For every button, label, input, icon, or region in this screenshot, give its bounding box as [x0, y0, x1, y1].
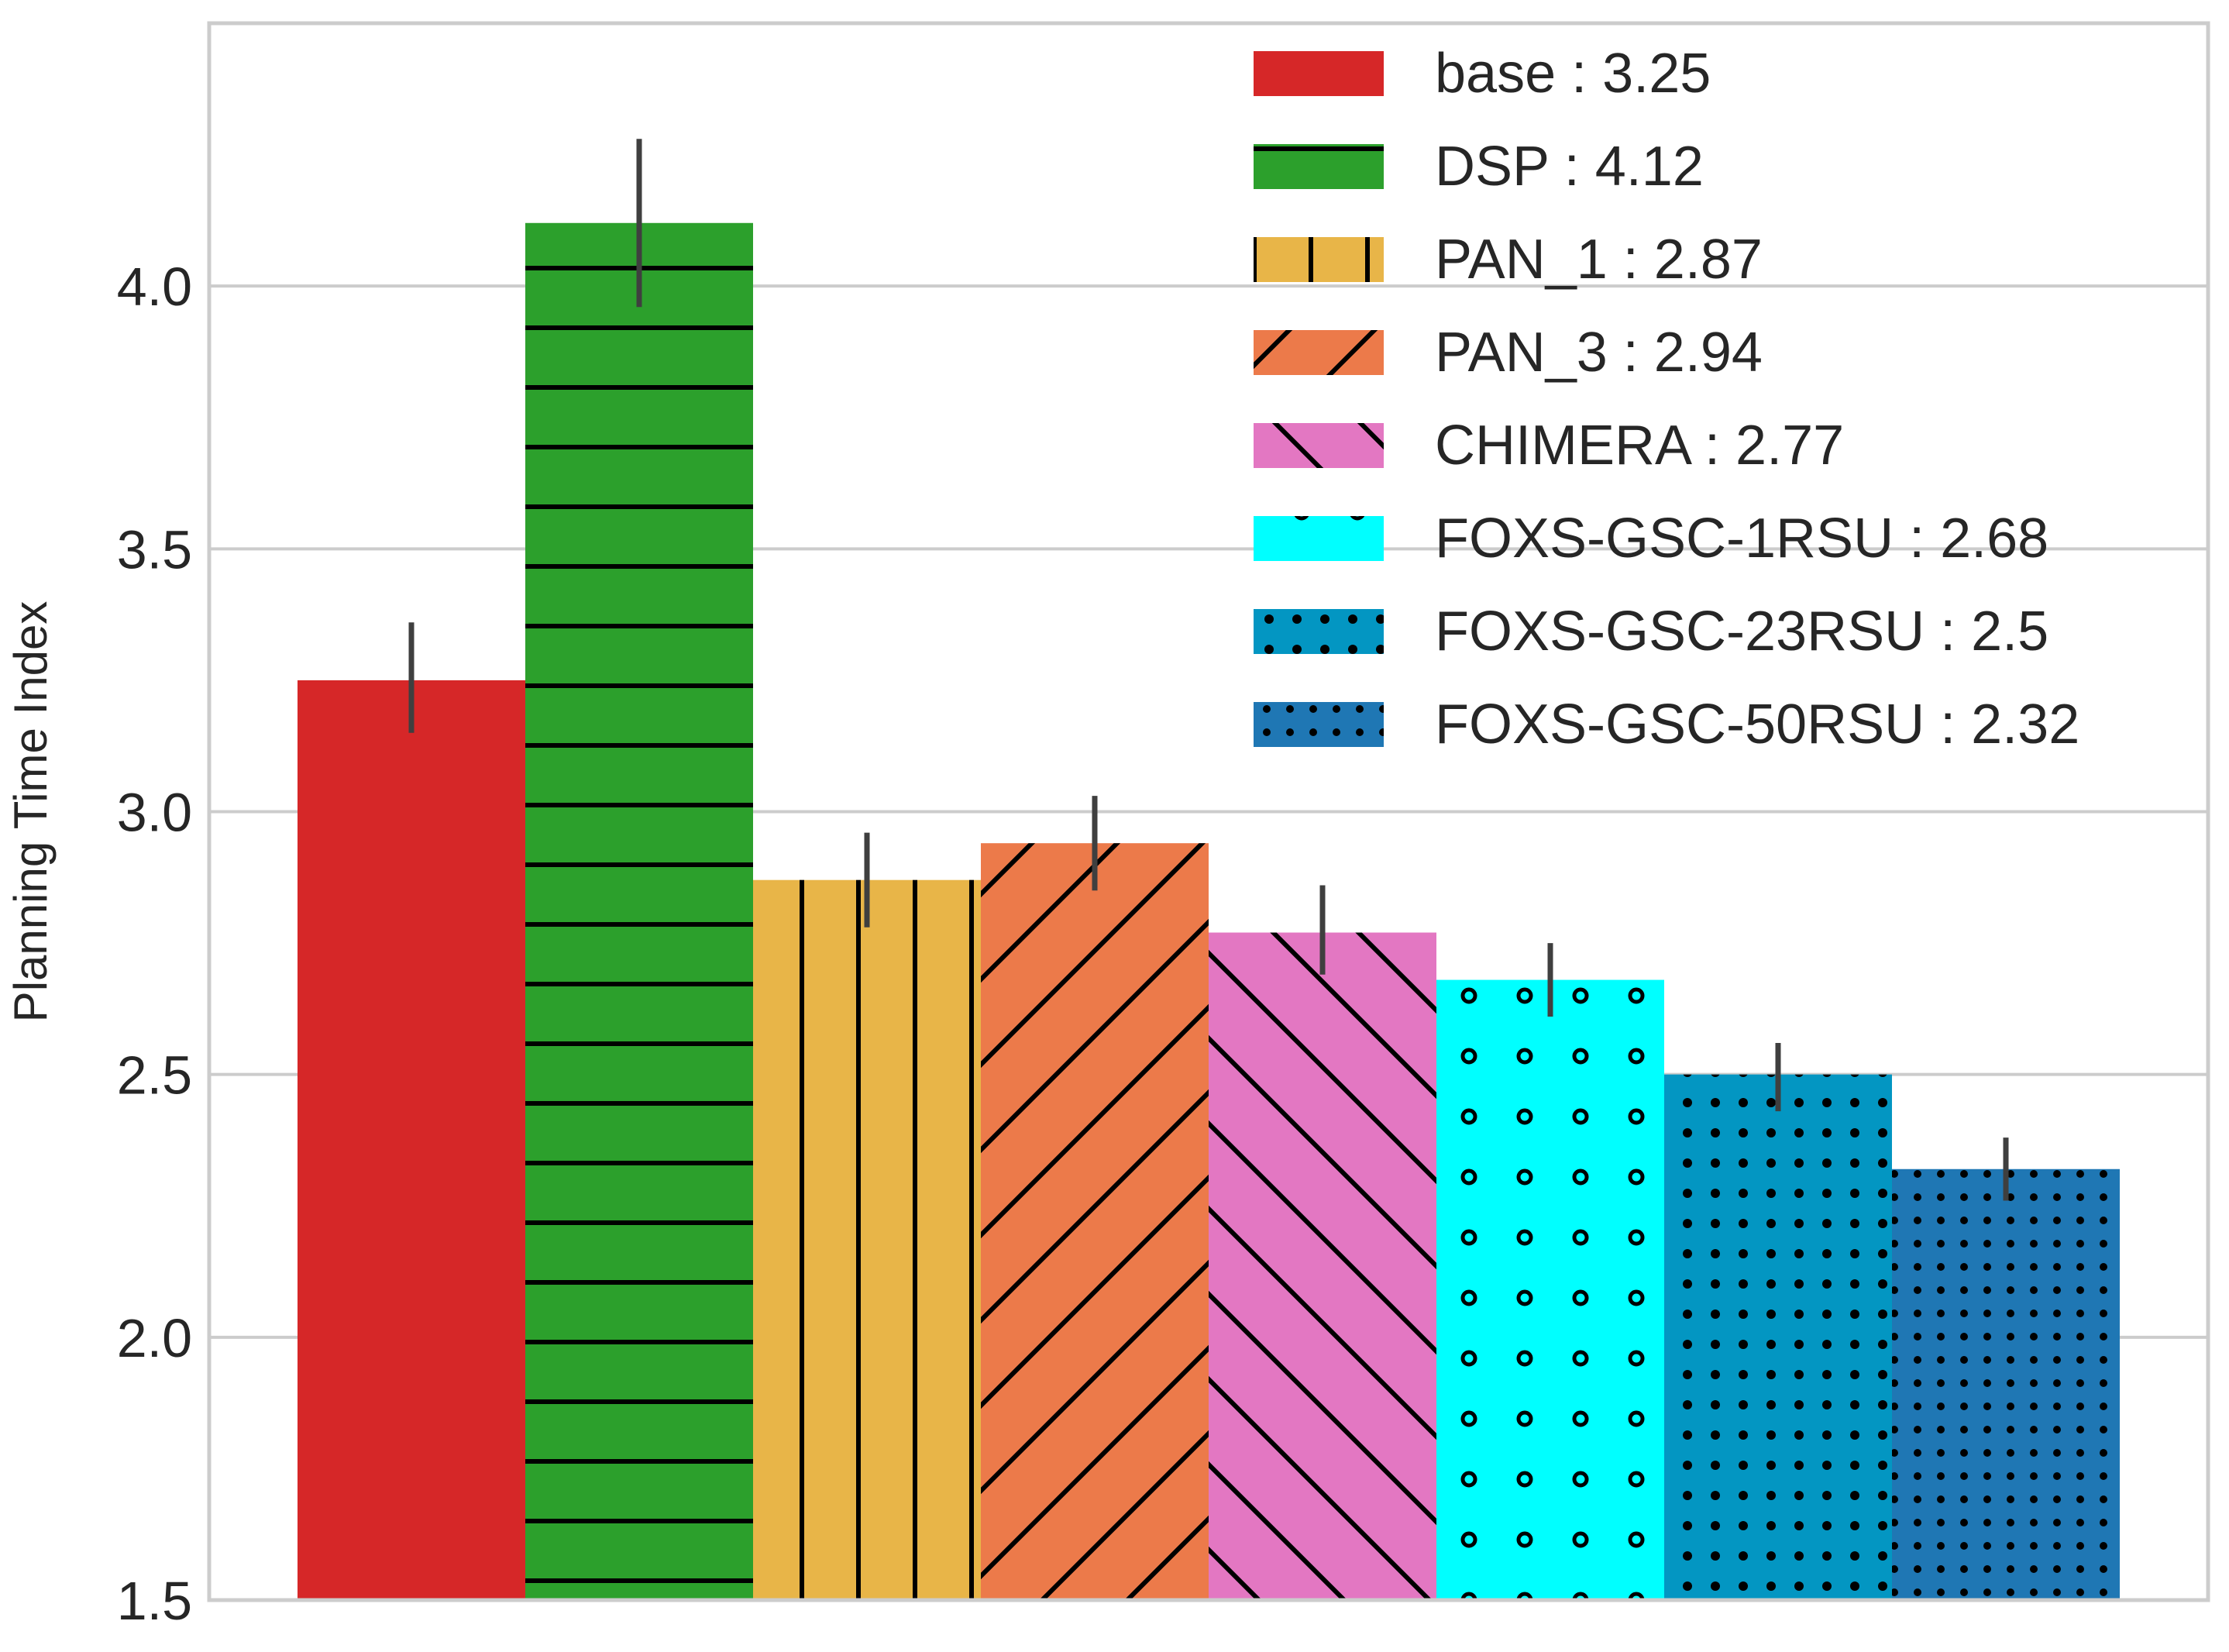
error-bars	[408, 139, 2009, 1201]
bar-hatch-chimera	[1209, 932, 1436, 1600]
y-tick-label: 3.5	[117, 519, 192, 580]
legend-swatch-base	[1254, 51, 1384, 96]
y-tick-label: 4.0	[117, 256, 192, 317]
y-tick-label: 2.0	[117, 1308, 192, 1368]
legend-swatch-hatch	[1254, 609, 1384, 654]
bar-base	[298, 680, 525, 1600]
legend-label-dsp: DSP : 4.12	[1435, 136, 1704, 198]
bar-hatch-pan_3	[981, 843, 1209, 1600]
plot-frame	[207, 21, 2210, 1602]
bar-hatch-foxs-gsc-50rsu	[1892, 1168, 2120, 1600]
y-tick-label: 2.5	[117, 1045, 192, 1106]
y-tick-label: 3.0	[117, 783, 192, 843]
legend-label-foxs-gsc-50rsu: FOXS-GSC-50RSU : 2.32	[1435, 693, 2079, 755]
bar-hatch-dsp	[525, 222, 753, 1601]
legend-label-pan_3: PAN_3 : 2.94	[1435, 322, 1763, 384]
y-axis-ticks: 1.5 2.0 2.5 3.0 3.5 4.0	[117, 256, 192, 1631]
legend-label-pan_1: PAN_1 : 2.87	[1435, 229, 1763, 291]
bars	[298, 222, 2120, 1601]
legend-label-base: base : 3.25	[1435, 43, 1711, 105]
legend-label-chimera: CHIMERA : 2.77	[1435, 415, 1844, 477]
legend-swatch-hatch	[1254, 237, 1384, 282]
legend: base : 3.25 DSP : 4.12 PAN_1 : 2.87 PAN_3 :…	[1254, 43, 2079, 755]
legend-swatch-hatch	[1254, 516, 1384, 561]
y-tick-label: 1.5	[117, 1571, 192, 1631]
bar-hatch-foxs-gsc-1rsu	[1436, 979, 1664, 1600]
legend-swatch-hatch	[1254, 423, 1384, 468]
legend-label-foxs-gsc-1rsu: FOXS-GSC-1RSU : 2.68	[1435, 508, 2048, 570]
legend-swatch-hatch	[1254, 330, 1384, 375]
bar-hatch-pan_1	[753, 879, 981, 1600]
legend-label-foxs-gsc-23rsu: FOXS-GSC-23RSU : 2.5	[1435, 601, 2048, 663]
legend-swatch-hatch	[1254, 144, 1384, 189]
legend-swatch-hatch	[1254, 702, 1384, 747]
y-axis-label: Planning Time Index	[5, 601, 57, 1023]
bar-hatch-foxs-gsc-23rsu	[1664, 1074, 1892, 1600]
